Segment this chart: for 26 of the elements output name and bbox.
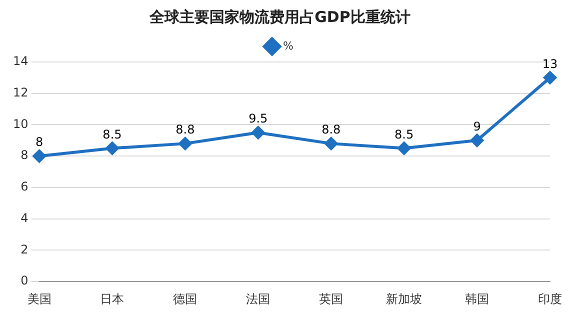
x-tick-label: 日本 [100, 292, 124, 306]
x-tick-label: 英国 [319, 292, 344, 306]
y-tick-label: 10 [12, 116, 28, 131]
y-tick-label: 8 [20, 148, 28, 162]
y-tick-label: 0 [20, 274, 28, 288]
data-label: 8.8 [176, 122, 195, 137]
x-tick-label: 新加坡 [386, 292, 422, 306]
x-tick-label: 韩国 [465, 292, 490, 306]
data-label: 8.8 [322, 122, 341, 137]
data-label: 8 [35, 135, 44, 150]
y-tick-label: 6 [20, 180, 28, 194]
data-label: 8.5 [102, 127, 122, 142]
y-tick-label: 14 [12, 54, 28, 68]
legend-label: % [283, 39, 294, 52]
x-tick-label: 法国 [246, 292, 270, 306]
x-tick-label: 美国 [27, 292, 52, 306]
x-tick-label: 印度 [538, 292, 562, 306]
y-tick-label: 12 [12, 85, 28, 100]
chart-title: 全球主要国家物流费用占GDP比重统计 [148, 8, 410, 26]
data-label: 13 [542, 56, 558, 71]
y-tick-label: 4 [20, 210, 28, 225]
data-label: 9 [473, 120, 481, 134]
y-tick-label: 2 [20, 242, 28, 256]
x-tick-label: 德国 [173, 292, 198, 306]
data-label: 9.5 [248, 112, 268, 126]
data-label: 8.5 [394, 127, 414, 142]
